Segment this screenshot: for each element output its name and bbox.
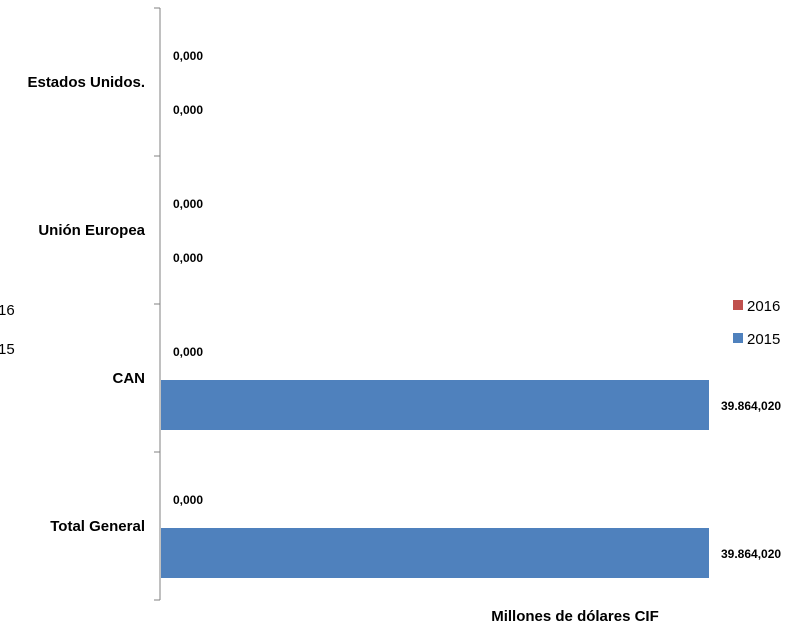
value-label-2015: 0,000 bbox=[173, 251, 203, 265]
category-label: Unión Europea bbox=[38, 222, 145, 239]
value-label-2015: 39.864,020 bbox=[721, 399, 781, 413]
legend-label-2016: 2016 bbox=[747, 298, 780, 315]
bars bbox=[161, 380, 709, 578]
value-label-2015: 0,000 bbox=[173, 103, 203, 117]
category-axis bbox=[154, 7, 161, 601]
category-label: Estados Unidos. bbox=[27, 74, 145, 91]
bar-2015 bbox=[161, 380, 709, 430]
clipped-legend-fragment-2016: 16 bbox=[0, 302, 15, 319]
value-label-2016: 0,000 bbox=[173, 49, 203, 63]
legend: 2016 2015 bbox=[733, 298, 780, 348]
legend-swatch-2015 bbox=[733, 333, 743, 343]
value-labels: 0,000 0,000 0,000 0,000 0,000 39.864,020 0,000… bbox=[173, 49, 781, 561]
value-label-2015: 39.864,020 bbox=[721, 547, 781, 561]
category-labels: Estados Unidos. Unión Europea CAN Total Gen… bbox=[27, 74, 145, 535]
legend-label-2015: 2015 bbox=[747, 331, 780, 348]
clipped-legend-fragment-2015: 15 bbox=[0, 341, 15, 358]
x-axis-label: Millones de dólares CIF bbox=[491, 608, 659, 625]
category-label: Total General bbox=[50, 518, 145, 535]
value-label-2016: 0,000 bbox=[173, 197, 203, 211]
bar-2015 bbox=[161, 528, 709, 578]
value-label-2016: 0,000 bbox=[173, 493, 203, 507]
category-label: CAN bbox=[113, 370, 146, 387]
legend-swatch-2016 bbox=[733, 300, 743, 310]
value-label-2016: 0,000 bbox=[173, 345, 203, 359]
